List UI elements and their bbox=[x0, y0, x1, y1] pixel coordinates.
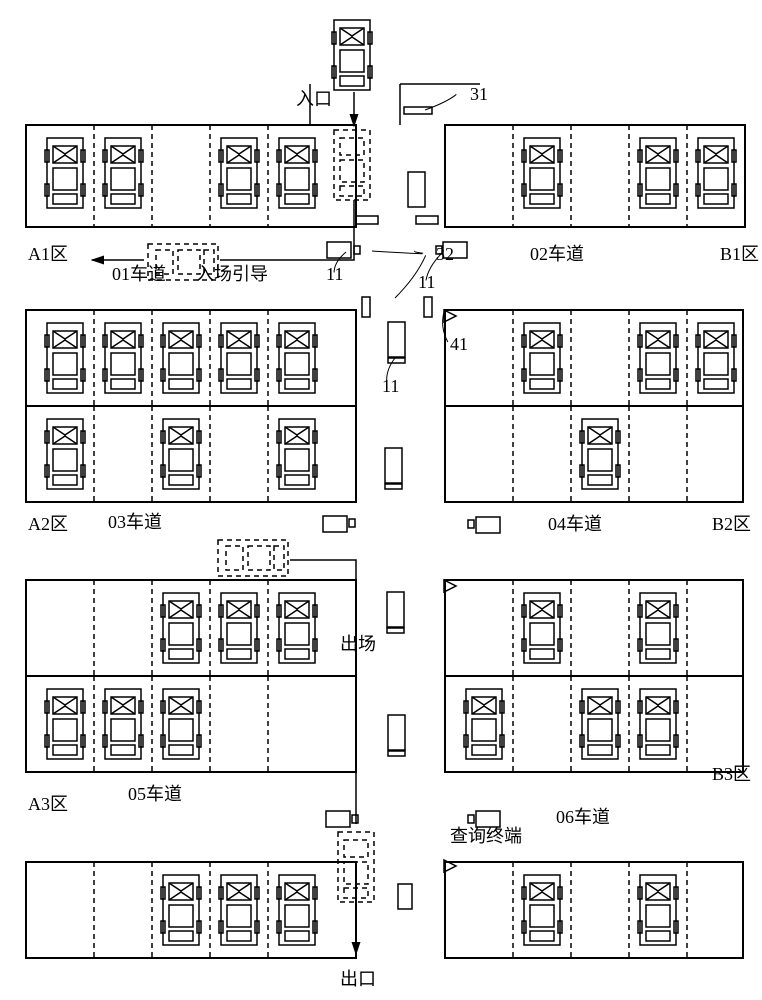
car-dashed-icon bbox=[218, 540, 288, 576]
sensor-icon bbox=[424, 297, 432, 317]
svg-text:11: 11 bbox=[418, 272, 435, 292]
sensor-icon bbox=[327, 242, 351, 258]
svg-text:41: 41 bbox=[450, 334, 468, 354]
zone-B1 bbox=[445, 125, 745, 227]
svg-text:05车道: 05车道 bbox=[128, 784, 182, 804]
sensor-icon bbox=[416, 216, 438, 224]
sensor-icon bbox=[476, 811, 500, 827]
svg-text:02车道: 02车道 bbox=[530, 244, 584, 264]
reference-callouts: 313241111111 bbox=[326, 84, 488, 396]
car-icon bbox=[277, 419, 317, 489]
svg-text:出口: 出口 bbox=[340, 969, 376, 989]
zone-A3_top bbox=[26, 580, 356, 676]
svg-text:B1区: B1区 bbox=[720, 244, 759, 264]
svg-text:出场: 出场 bbox=[340, 634, 376, 654]
zone-B2_bot bbox=[445, 406, 743, 502]
svg-text:03车道: 03车道 bbox=[108, 512, 162, 532]
svg-text:A1区: A1区 bbox=[28, 244, 68, 264]
car-icon bbox=[277, 323, 317, 393]
car-icon bbox=[522, 138, 562, 208]
car-icon bbox=[219, 323, 259, 393]
sensor-icon bbox=[385, 448, 402, 483]
car-icon bbox=[161, 419, 201, 489]
zone-B3_bot bbox=[445, 676, 743, 772]
car-icon bbox=[464, 689, 504, 759]
car-icon bbox=[696, 323, 736, 393]
sensor-icon bbox=[352, 815, 358, 823]
sensor-icon bbox=[388, 322, 405, 357]
car-icon bbox=[277, 875, 317, 945]
car-icon bbox=[161, 875, 201, 945]
car-icon bbox=[277, 138, 317, 208]
zone-A3_bot bbox=[26, 676, 356, 772]
car-icon bbox=[45, 323, 85, 393]
sensor-icon bbox=[404, 107, 432, 114]
sensor-icon bbox=[476, 517, 500, 533]
svg-text:32: 32 bbox=[436, 244, 454, 264]
car-icon bbox=[638, 138, 678, 208]
svg-text:11: 11 bbox=[382, 376, 399, 396]
car-icon bbox=[638, 593, 678, 663]
sensor-icon bbox=[326, 811, 350, 827]
sensor-icon bbox=[354, 246, 360, 254]
zone-A2_top bbox=[26, 310, 356, 406]
svg-text:B2区: B2区 bbox=[712, 514, 751, 534]
car-icon bbox=[45, 138, 85, 208]
svg-text:06车道: 06车道 bbox=[556, 807, 610, 827]
car-dashed-icon bbox=[334, 130, 370, 200]
car-icon bbox=[161, 593, 201, 663]
svg-text:查询终端: 查询终端 bbox=[450, 826, 522, 846]
car-icon bbox=[522, 323, 562, 393]
sensor-icon bbox=[388, 715, 405, 750]
sensor-icon bbox=[398, 884, 412, 909]
zone-A1 bbox=[26, 125, 356, 227]
sensor-icon bbox=[388, 751, 405, 756]
sensor-icon bbox=[362, 297, 370, 317]
svg-text:A3区: A3区 bbox=[28, 794, 68, 814]
svg-text:入口: 入口 bbox=[296, 89, 332, 109]
car-icon bbox=[45, 419, 85, 489]
sensor-icon bbox=[468, 520, 474, 528]
sensor-icon bbox=[388, 358, 405, 363]
car-icon bbox=[580, 419, 620, 489]
zone-A2_bot bbox=[26, 406, 356, 502]
car-icon bbox=[638, 323, 678, 393]
car-icon bbox=[103, 689, 143, 759]
car-icon bbox=[45, 689, 85, 759]
car-icon bbox=[103, 323, 143, 393]
car-icon bbox=[277, 593, 317, 663]
zone-B3_top bbox=[445, 580, 743, 676]
zone-A4 bbox=[26, 862, 356, 958]
sensor-icon bbox=[408, 172, 425, 207]
svg-text:B3区: B3区 bbox=[712, 764, 751, 784]
car-icon bbox=[638, 875, 678, 945]
car-icon bbox=[696, 138, 736, 208]
car-icon bbox=[580, 689, 620, 759]
svg-text:A2区: A2区 bbox=[28, 514, 68, 534]
car-icon bbox=[219, 138, 259, 208]
svg-text:01车道: 01车道 bbox=[112, 264, 166, 284]
car-icon bbox=[638, 689, 678, 759]
svg-text:入场引导: 入场引导 bbox=[196, 264, 268, 284]
labels-layer: A1区 B1区 A2区 B2区 A3区 B3区 01车道 02车道 03车道 04车道 05车道 06… bbox=[28, 89, 759, 989]
zone-B4 bbox=[445, 862, 743, 958]
svg-text:31: 31 bbox=[470, 84, 488, 104]
car-icon bbox=[103, 138, 143, 208]
car-icon bbox=[161, 323, 201, 393]
car-icon bbox=[332, 20, 372, 90]
sensor-icon bbox=[387, 592, 404, 627]
sensor-icon bbox=[356, 216, 378, 224]
car-icon bbox=[161, 689, 201, 759]
sensor-icon bbox=[323, 516, 347, 532]
car-icon bbox=[522, 875, 562, 945]
sensor-icon bbox=[385, 484, 402, 489]
svg-text:04车道: 04车道 bbox=[548, 514, 602, 534]
sensor-icon bbox=[468, 815, 474, 823]
sensor-icon bbox=[349, 519, 355, 527]
car-icon bbox=[219, 593, 259, 663]
car-icon bbox=[522, 593, 562, 663]
sensor-icon bbox=[387, 628, 404, 633]
car-icon bbox=[219, 875, 259, 945]
